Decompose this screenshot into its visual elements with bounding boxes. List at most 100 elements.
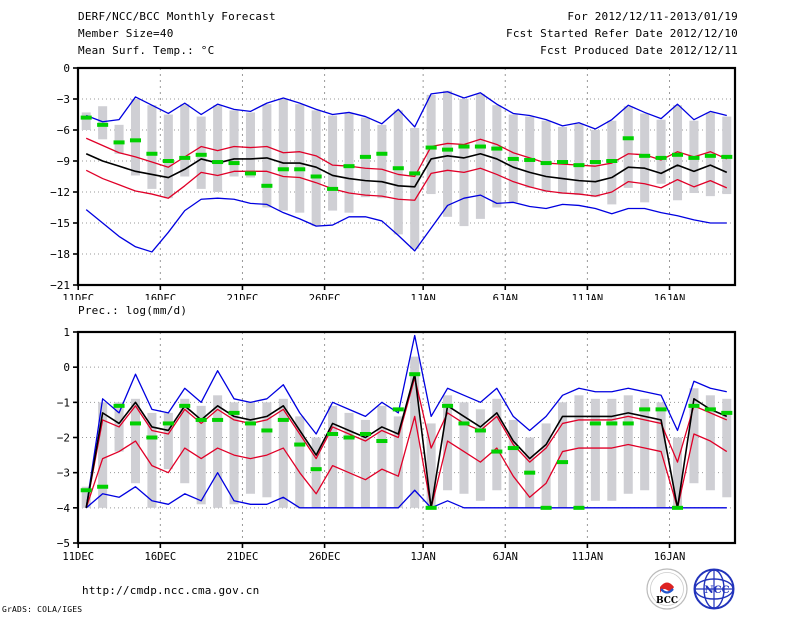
- median-marker: [179, 155, 191, 160]
- ensemble-range-bar: [393, 110, 403, 235]
- series-max: [85, 91, 727, 130]
- x-tick-label: 16JAN: [654, 293, 686, 300]
- median-marker: [310, 467, 322, 472]
- series-lower-quartile: [85, 415, 728, 509]
- y-tick-label: −3: [57, 93, 70, 106]
- median-marker: [507, 446, 519, 451]
- y-tick-label: −1: [57, 396, 70, 409]
- y-tick-label: −6: [57, 124, 70, 137]
- median-marker: [195, 152, 207, 157]
- ensemble-range-bar: [245, 112, 255, 178]
- median-marker: [261, 428, 273, 433]
- x-tick-label: 16DEC: [145, 551, 177, 560]
- series-upper-quartile: [85, 377, 728, 508]
- median-marker: [606, 421, 618, 426]
- ensemble-range-bar: [377, 124, 387, 199]
- ncc-logo: NCC: [693, 568, 735, 610]
- median-marker: [557, 460, 569, 465]
- ensemble-range-bar: [295, 416, 305, 508]
- ensemble-range-bar: [459, 99, 469, 227]
- median-marker: [507, 156, 519, 161]
- ensemble-range-bar: [229, 402, 239, 505]
- median-marker: [688, 403, 700, 408]
- y-tick-label: −12: [50, 186, 70, 199]
- x-tick-label: 26DEC: [309, 551, 341, 560]
- ensemble-range-bar: [705, 395, 715, 491]
- median-marker: [129, 421, 142, 426]
- median-marker: [573, 505, 585, 510]
- y-tick-label: −21: [50, 279, 70, 292]
- x-tick-label: 1JAN: [410, 293, 435, 300]
- median-marker: [688, 155, 700, 160]
- ensemble-range-bar: [508, 419, 518, 508]
- median-marker: [129, 138, 142, 143]
- median-marker: [97, 484, 109, 489]
- website-url[interactable]: http://cmdp.ncc.cma.gov.cn: [82, 584, 260, 597]
- y-tick-label: −2: [57, 432, 70, 445]
- ensemble-range-bar: [672, 437, 683, 508]
- ensemble-range-bar: [311, 110, 321, 227]
- median-marker: [458, 421, 470, 426]
- median-marker: [376, 151, 388, 156]
- median-marker: [359, 431, 371, 436]
- ensemble-range-bar: [180, 104, 190, 177]
- temp-panel-label: Mean Surf. Temp.: °C: [78, 44, 215, 57]
- precipitation-chart-panel: 1 0 −1 −2 −3 −4 −5 11DEC 16DEC 21DEC 26DEC 1JAN 6JAN…: [0, 300, 800, 560]
- ensemble-range-bar: [344, 113, 354, 213]
- ensemble-range-bar: [328, 115, 338, 211]
- median-marker: [376, 439, 388, 444]
- ensemble-range-bar: [541, 423, 551, 508]
- ensemble-range-bar: [147, 412, 157, 508]
- ensemble-range-bar: [640, 113, 650, 203]
- median-marker: [97, 122, 109, 127]
- y-tick-label: 0: [63, 62, 70, 75]
- ensemble-range-bar: [377, 405, 387, 508]
- median-marker: [195, 417, 207, 422]
- x-tick-label: 16JAN: [654, 551, 686, 560]
- median-marker: [425, 145, 437, 150]
- median-marker: [622, 136, 634, 141]
- median-marker: [80, 488, 92, 493]
- median-marker: [425, 505, 437, 510]
- ensemble-range-bar: [196, 405, 206, 505]
- ensemble-range-bar: [278, 99, 288, 211]
- median-marker: [474, 144, 486, 149]
- ensemble-range-bar: [574, 395, 584, 508]
- series-upper-quartile: [85, 137, 728, 178]
- series-mean: [85, 152, 728, 188]
- median-marker: [179, 403, 191, 408]
- median-marker: [540, 161, 552, 166]
- median-marker: [294, 442, 306, 447]
- ncc-logo-text: NCC: [704, 585, 729, 596]
- median-marker: [327, 186, 339, 191]
- ensemble-range-bar: [426, 423, 436, 508]
- median-marker: [146, 151, 158, 156]
- median-marker: [442, 403, 454, 408]
- ensemble-range-bar: [640, 398, 650, 491]
- ensemble-range-bar: [475, 409, 485, 501]
- median-marker: [327, 431, 339, 436]
- ensemble-range-bar: [98, 106, 108, 140]
- temperature-chart-panel: 0 −3 −6 −9 −12 −15 −18 −21 11DEC 16DEC 21DEC 26DEC 1…: [0, 0, 800, 300]
- fcst-started-date: Fcst Started Refer Date 2012/12/10: [506, 27, 738, 40]
- y-tick-label: 0: [63, 361, 70, 374]
- median-marker: [524, 157, 536, 162]
- bcc-logo-text: BCC: [656, 596, 678, 606]
- x-tick-label: 11DEC: [62, 551, 94, 560]
- median-marker: [146, 435, 158, 440]
- prec-panel-label: Prec.: log(mm/d): [78, 304, 188, 317]
- ensemble-range-bar: [262, 402, 272, 498]
- y-tick-label: −18: [50, 248, 70, 261]
- median-marker: [277, 417, 289, 422]
- median-marker: [228, 161, 240, 166]
- ensemble-range-bar: [213, 105, 223, 192]
- x-tick-label: 11JAN: [572, 551, 604, 560]
- y-tick-label: −3: [57, 467, 70, 480]
- x-tick-label: 21DEC: [227, 551, 259, 560]
- ensemble-range-bar: [656, 119, 666, 184]
- forecast-period: For 2012/12/11-2013/01/19: [567, 10, 738, 23]
- ensemble-range-bar: [590, 398, 600, 501]
- y-tick-label: −9: [57, 155, 70, 168]
